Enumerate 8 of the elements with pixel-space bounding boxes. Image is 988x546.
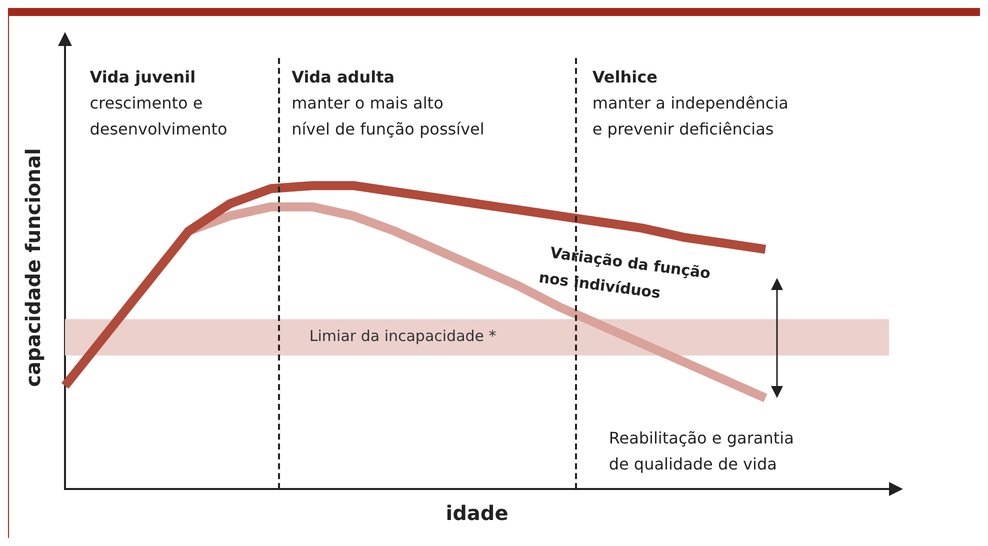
annotation: Variação da função nos indivíduos	[538, 244, 712, 302]
text: Vida adulta manter o mais alto nível de função possível	[292, 67, 484, 138]
text: Vida juvenil crescimento e desenvolvimento	[90, 67, 228, 138]
text: Velhice manter a independência e prevenir deficiências	[592, 67, 788, 138]
band-label: Limiar da incapacidade *	[309, 327, 497, 346]
x-axis-title: idade	[446, 501, 508, 526]
annotation: Reabilitação e garantia de qualidade de vida	[608, 428, 794, 474]
y-axis-title: capacidade funcional	[21, 148, 46, 387]
